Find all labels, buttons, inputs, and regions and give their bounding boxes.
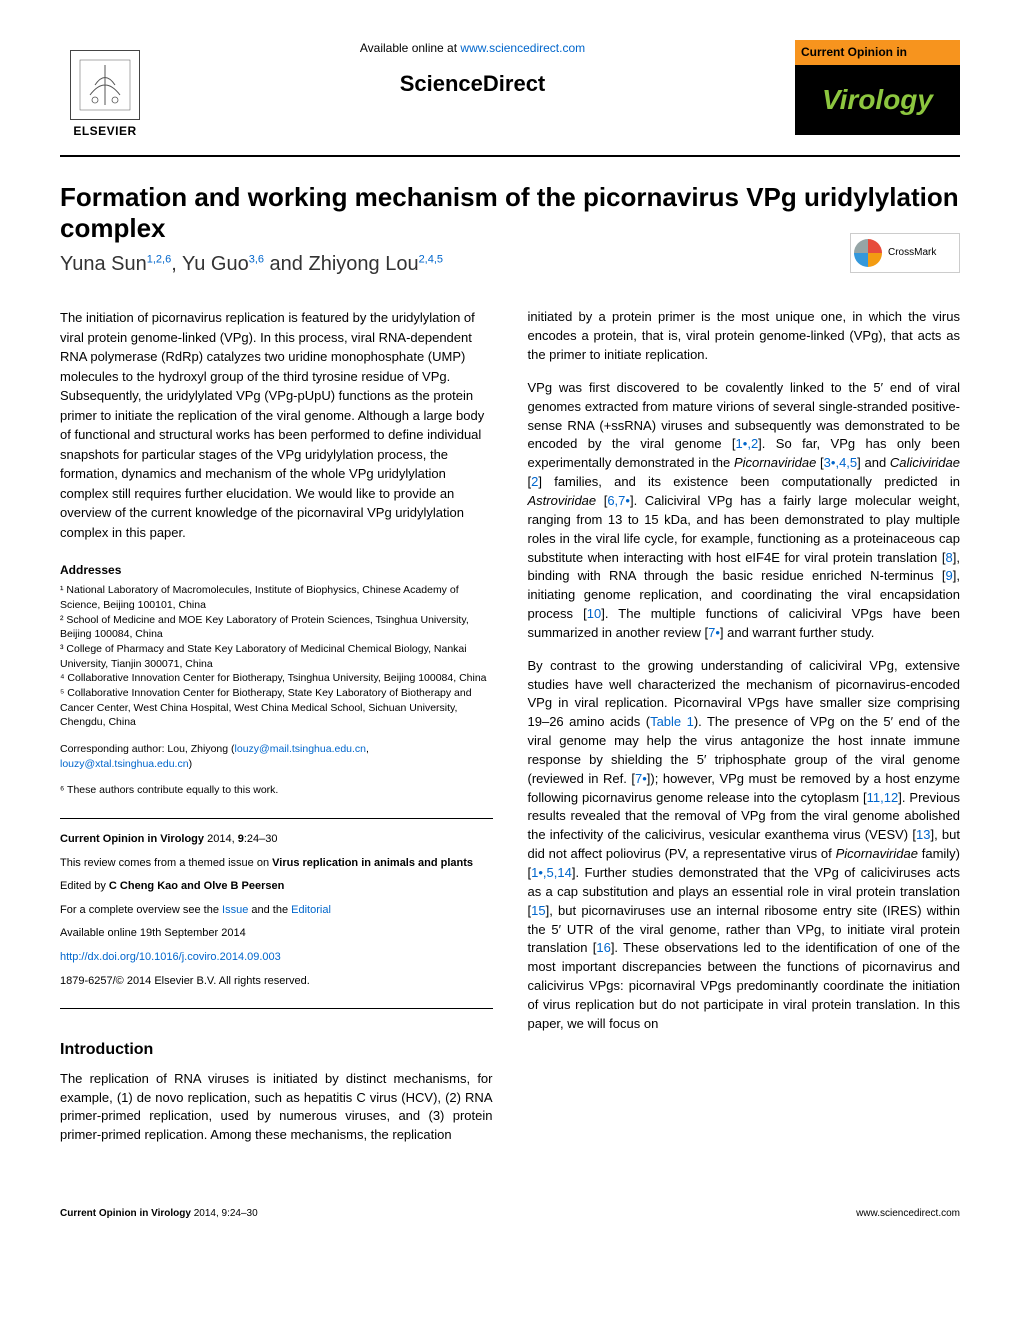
article-title: Formation and working mechanism of the p… <box>60 182 960 244</box>
page-footer: Current Opinion in Virology 2014, 9:24–3… <box>60 1199 960 1221</box>
doi-link[interactable]: http://dx.doi.org/10.1016/j.coviro.2014.… <box>60 951 281 963</box>
addresses-list: ¹ National Laboratory of Macromolecules,… <box>60 583 493 730</box>
elsevier-label: ELSEVIER <box>73 123 136 140</box>
introduction-heading: Introduction <box>60 1039 493 1061</box>
center-header: Available online at www.sciencedirect.co… <box>150 40 795 100</box>
issue-link[interactable]: Issue <box>222 904 248 916</box>
citation: Current Opinion in Virology <box>60 833 204 845</box>
citation-detail: 2014, 9:24–30 <box>207 833 277 845</box>
article-info-box: Current Opinion in Virology 2014, 9:24–3… <box>60 818 493 1009</box>
body-p2: VPg was first discovered to be covalentl… <box>528 379 961 643</box>
crossmark-badge[interactable]: CrossMark <box>850 233 960 273</box>
elsevier-logo: ELSEVIER <box>60 40 150 140</box>
left-column: The initiation of picornavirus replicati… <box>60 308 493 1159</box>
overview-row: For a complete overview see the Issue an… <box>60 902 493 920</box>
two-column-layout: The initiation of picornavirus replicati… <box>60 308 960 1159</box>
copyright-text: 1879-6257/© 2014 Elsevier B.V. All right… <box>60 973 493 991</box>
crossmark-icon <box>854 239 882 267</box>
footer-right: www.sciencedirect.com <box>856 1207 960 1221</box>
addresses-heading: Addresses <box>60 562 493 579</box>
author-list: Yuna Sun1,2,6, Yu Guo3,6 and Zhiyong Lou… <box>60 250 960 278</box>
right-column: initiated by a protein primer is the mos… <box>528 308 961 1159</box>
email-link-2[interactable]: louzy@xtal.tsinghua.edu.cn <box>60 758 189 770</box>
journal-logo: Current Opinion in Virology <box>795 40 960 135</box>
elsevier-tree-icon <box>70 50 140 120</box>
available-online-text: Available online at www.sciencedirect.co… <box>150 40 795 57</box>
page-header: ELSEVIER Available online at www.science… <box>60 40 960 157</box>
equal-contribution-note: ⁶ These authors contribute equally to th… <box>60 783 493 798</box>
body-p3: By contrast to the growing understanding… <box>528 657 961 1034</box>
editors-row: Edited by C Cheng Kao and Olve B Peersen <box>60 878 493 896</box>
intro-text-left: The replication of RNA viruses is initia… <box>60 1070 493 1145</box>
body-p1: initiated by a protein primer is the mos… <box>528 308 961 365</box>
themed-issue: This review comes from a themed issue on… <box>60 855 493 873</box>
crossmark-label: CrossMark <box>888 246 936 260</box>
corresponding-author: Corresponding author: Lou, Zhiyong (louz… <box>60 742 493 771</box>
available-date: Available online 19th September 2014 <box>60 925 493 943</box>
footer-left: Current Opinion in Virology 2014, 9:24–3… <box>60 1207 258 1221</box>
journal-series-label: Current Opinion in <box>795 40 960 65</box>
sciencedirect-link[interactable]: www.sciencedirect.com <box>460 41 585 55</box>
title-section: Formation and working mechanism of the p… <box>60 182 960 278</box>
editorial-link[interactable]: Editorial <box>291 904 331 916</box>
journal-name: Virology <box>795 65 960 135</box>
email-link-1[interactable]: louzy@mail.tsinghua.edu.cn <box>235 743 366 755</box>
sciencedirect-heading: ScienceDirect <box>150 69 795 100</box>
abstract-text: The initiation of picornavirus replicati… <box>60 308 493 542</box>
